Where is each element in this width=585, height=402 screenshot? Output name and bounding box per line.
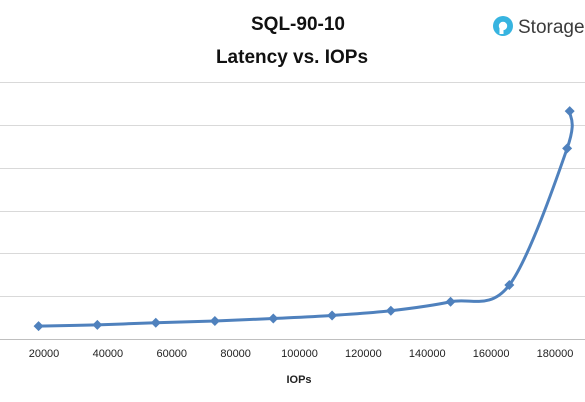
data-point-marker bbox=[33, 321, 44, 332]
data-point-marker bbox=[150, 317, 161, 328]
chart-subtitle: Latency vs. IOPs bbox=[216, 47, 368, 68]
x-tick-label: 100000 bbox=[281, 348, 318, 360]
data-point-marker bbox=[445, 296, 456, 307]
x-tick-label: 80000 bbox=[220, 348, 251, 360]
x-tick-label: 60000 bbox=[156, 348, 187, 360]
data-markers bbox=[33, 106, 575, 332]
x-tick-label: 180000 bbox=[537, 348, 574, 360]
data-point-marker bbox=[327, 310, 338, 321]
data-point-marker bbox=[209, 316, 220, 327]
brand-name: Storage bbox=[518, 17, 585, 38]
chart-title: SQL-90-10 bbox=[251, 14, 345, 35]
data-point-marker bbox=[92, 319, 103, 330]
x-tick-label: 40000 bbox=[93, 348, 124, 360]
x-tick-label: 140000 bbox=[409, 348, 446, 360]
x-tick-label: 20000 bbox=[29, 348, 60, 360]
gridlines bbox=[0, 82, 585, 297]
x-axis-title: IOPs bbox=[286, 374, 311, 386]
data-point-marker bbox=[562, 143, 573, 154]
series-line bbox=[37, 109, 574, 328]
data-point-marker bbox=[504, 280, 515, 291]
x-tick-label: 120000 bbox=[345, 348, 382, 360]
x-tick-labels: 20000 40000 60000 80000 100000 120000 140000 16… bbox=[29, 348, 574, 360]
data-point-marker bbox=[564, 106, 575, 117]
data-point-marker bbox=[268, 313, 279, 324]
storage-logo-icon bbox=[493, 16, 513, 36]
data-point-marker bbox=[385, 305, 396, 316]
x-tick-label: 160000 bbox=[473, 348, 510, 360]
